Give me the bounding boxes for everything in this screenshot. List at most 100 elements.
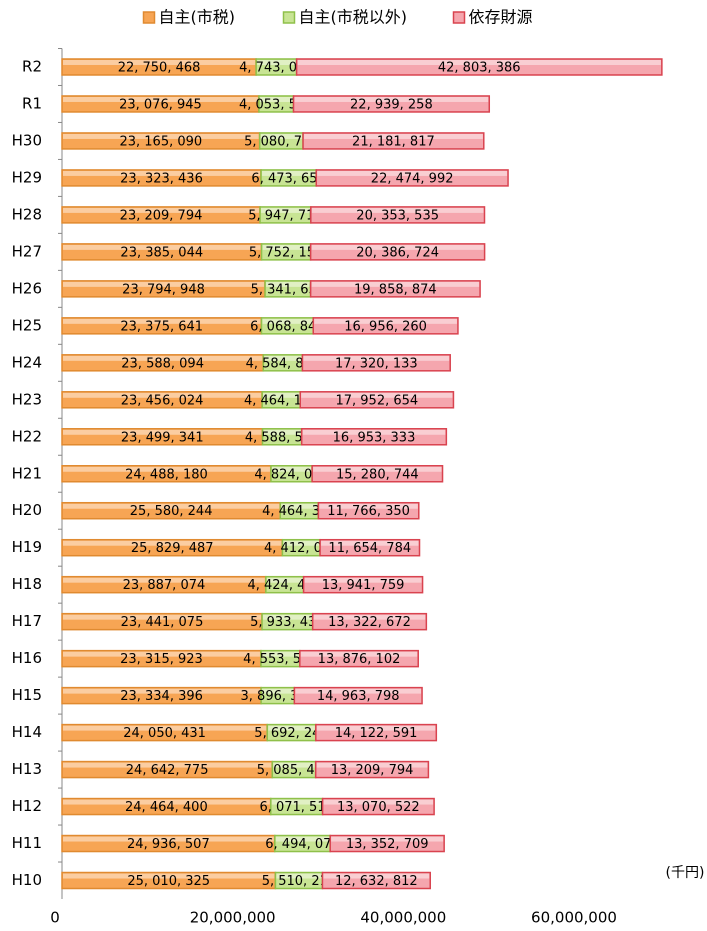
data-label: 5, 692, 247 (254, 726, 328, 741)
bar-highlight (63, 318, 261, 324)
bar-highlight (63, 133, 259, 139)
y-tick-label: H20 (12, 501, 42, 519)
bar-highlight (63, 244, 261, 250)
data-label: 13, 209, 794 (331, 763, 414, 778)
bar-highlight (257, 59, 296, 65)
data-label: 13, 352, 709 (346, 837, 429, 852)
bar-highlight (63, 355, 263, 361)
data-label: 17, 952, 654 (335, 393, 418, 408)
data-label: 4, 588, 588 (245, 430, 319, 445)
y-tick-label: H29 (12, 168, 42, 186)
data-label: 23, 334, 396 (120, 689, 203, 704)
data-label: 5, 510, 218 (262, 874, 336, 889)
data-label: 24, 488, 180 (125, 467, 208, 482)
bar-segment (309, 280, 481, 298)
data-label: 17, 320, 133 (335, 356, 418, 371)
bar-segment (312, 317, 459, 335)
data-label: 5, 752, 159 (249, 245, 323, 260)
bar-highlight (323, 873, 430, 879)
bar-highlight (271, 799, 322, 805)
bar-segment (329, 834, 445, 853)
y-tick-label: H10 (12, 871, 42, 889)
data-label: 24, 936, 507 (127, 837, 210, 852)
bar-highlight (311, 244, 484, 250)
bar-segment (319, 538, 421, 557)
bar-highlight (63, 392, 262, 398)
data-label: 13, 322, 672 (328, 615, 411, 630)
data-label: 20, 386, 724 (356, 245, 439, 260)
data-label: 23, 456, 024 (121, 393, 204, 408)
data-label: 5, 933, 439 (250, 615, 324, 630)
data-label: 25, 829, 487 (131, 541, 214, 556)
bar-highlight (311, 207, 484, 213)
bar-highlight (276, 873, 322, 879)
legend-label: 依存財源 (469, 8, 533, 27)
data-label: 25, 010, 325 (127, 874, 210, 889)
bar-highlight (316, 762, 428, 768)
bar-highlight (295, 688, 422, 694)
data-label: 23, 315, 923 (120, 652, 203, 667)
bar-highlight (271, 466, 312, 472)
bar-highlight (63, 762, 272, 768)
bar-segment (315, 169, 509, 187)
bar-highlight (311, 281, 480, 287)
data-label: 42, 803, 386 (438, 60, 521, 75)
x-unit: (千円) (666, 865, 705, 881)
data-label: 23, 499, 341 (121, 430, 204, 445)
data-label: 6, 473, 654 (251, 171, 325, 186)
y-tick-label: H28 (12, 205, 42, 223)
bar-highlight (63, 688, 261, 694)
data-label: 6, 494, 075 (265, 837, 339, 852)
bar-segment (302, 132, 485, 150)
bar-highlight (331, 836, 444, 842)
legend-swatch (452, 11, 466, 24)
data-label: 23, 441, 075 (121, 615, 204, 630)
bar-segment (315, 723, 438, 742)
data-label: 5, 947, 714 (248, 208, 322, 223)
data-label: 24, 642, 775 (126, 763, 209, 778)
data-label: 16, 956, 260 (344, 319, 427, 334)
data-label: 6, 071, 512 (259, 800, 333, 815)
bar-highlight (63, 651, 260, 657)
y-tick-label: H24 (12, 353, 42, 371)
y-tick-label: H18 (12, 575, 42, 593)
bar-segment (314, 760, 430, 779)
data-label: 5, 085, 497 (257, 763, 331, 778)
bar-highlight (63, 873, 275, 879)
bar-highlight (63, 466, 270, 472)
data-label: 23, 209, 794 (120, 208, 203, 223)
bar-highlight (300, 651, 418, 657)
y-tick-label: H15 (12, 686, 42, 704)
bar-highlight (321, 540, 419, 546)
data-label: 23, 323, 436 (120, 171, 203, 186)
data-label: 13, 070, 522 (337, 800, 420, 815)
y-tick-label: H19 (12, 538, 42, 556)
data-label: 23, 887, 074 (123, 578, 206, 593)
bar-highlight (261, 651, 299, 657)
bar-highlight (283, 540, 320, 546)
data-label: 22, 939, 258 (350, 97, 433, 112)
y-tick-label: H26 (12, 279, 42, 297)
x-tick-label: 20,000,000 (190, 909, 276, 927)
bar-highlight (260, 133, 303, 139)
bar-highlight (262, 170, 316, 176)
x-tick-label: 0 (50, 909, 60, 927)
data-label: 13, 876, 102 (318, 652, 401, 667)
bar-highlight (262, 244, 310, 250)
bar-highlight (63, 540, 282, 546)
bar-highlight (266, 281, 310, 287)
bar-highlight (281, 503, 318, 509)
data-label: 6, 068, 843 (250, 319, 324, 334)
bar-highlight (63, 836, 274, 842)
y-tick-label: H23 (12, 390, 42, 408)
bar-highlight (304, 133, 483, 139)
bar-segment (311, 465, 444, 483)
data-label: 25, 580, 244 (130, 504, 213, 519)
bar-segment (295, 58, 663, 76)
bar-highlight (266, 577, 303, 583)
data-label: 4, 743, 038 (239, 60, 313, 75)
bar-highlight (313, 614, 426, 620)
data-label: 19, 858, 874 (354, 282, 437, 297)
data-label: 4, 584, 842 (246, 356, 320, 371)
legend-label: 自主(市税以外) (299, 8, 408, 27)
